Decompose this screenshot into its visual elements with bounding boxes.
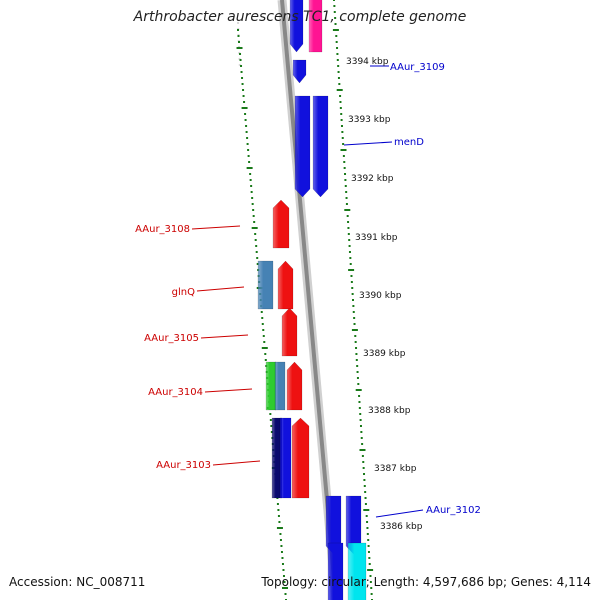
gene-block <box>327 542 344 600</box>
gene-label-leader <box>196 286 245 292</box>
kbp-tick-label: 3390 kbp <box>359 291 402 301</box>
gene-block <box>272 199 290 249</box>
gene-block <box>281 307 298 357</box>
kbp-tick-label: 3389 kbp <box>363 349 406 359</box>
gene-block <box>286 361 303 411</box>
gene-label-leader <box>375 509 424 518</box>
gene-block <box>294 95 311 198</box>
kbp-tick-label: 3387 kbp <box>374 464 417 474</box>
gene-label: AAur_3103 <box>156 460 211 471</box>
gene-block <box>289 0 304 53</box>
gene-label-leader <box>343 141 393 146</box>
kbp-tick-label: 3394 kbp <box>346 57 389 67</box>
gene-label-leader <box>191 225 241 230</box>
gene-labels: AAur_3109 menD AAur_3108 glnQ AAur_3105 AAur_… <box>135 62 481 518</box>
map-title: Arthrobacter aurescens TC1, complete gen… <box>133 9 467 25</box>
gene-block <box>279 417 292 499</box>
gene-label: AAur_3102 <box>426 505 481 516</box>
gene-block <box>312 95 329 198</box>
kbp-tick-label: 3388 kbp <box>368 406 411 416</box>
gene-block <box>277 260 294 310</box>
gene-label: AAur_3105 <box>144 333 199 344</box>
gene-block <box>274 361 286 411</box>
ruler-ticks <box>236 0 374 600</box>
gene-block <box>292 59 307 84</box>
kbp-tick-label: 3386 kbp <box>380 522 423 532</box>
guide-line <box>237 21 241 71</box>
gene-label: AAur_3108 <box>135 224 190 235</box>
accession-text: Accession: NC_008711 <box>9 575 146 589</box>
kbp-labels: 3394 kbp 3393 kbp 3392 kbp 3391 kbp 3390 kbp… <box>346 57 423 532</box>
gene-block <box>265 361 277 411</box>
topology-text: Topology: circular; Length: 4,597,686 bp… <box>261 575 591 589</box>
kbp-tick-label: 3392 kbp <box>351 174 394 184</box>
gene-label: AAur_3109 <box>390 62 445 73</box>
kbp-tick-label: 3391 kbp <box>355 233 398 243</box>
gene-block <box>347 542 367 600</box>
gene-block <box>257 260 274 310</box>
gene-label-leader <box>200 334 249 339</box>
gene-label-leader <box>204 388 253 393</box>
gene-block <box>291 417 310 499</box>
gene-label-leader <box>212 460 261 466</box>
gene-label: menD <box>394 137 424 148</box>
gene-label: glnQ <box>172 287 195 298</box>
gene-label: AAur_3104 <box>148 387 203 398</box>
gene-block <box>308 0 323 53</box>
gene-features <box>257 0 367 600</box>
kbp-tick-label: 3393 kbp <box>348 115 391 125</box>
